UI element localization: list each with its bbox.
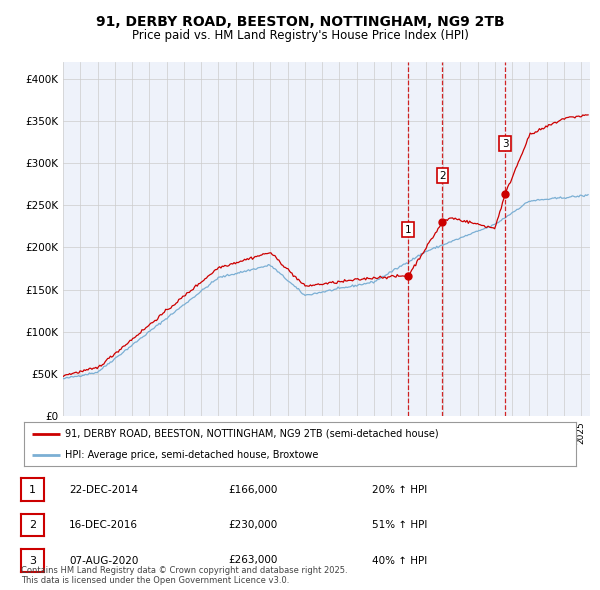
Text: £263,000: £263,000 <box>228 556 277 565</box>
Text: 40% ↑ HPI: 40% ↑ HPI <box>372 556 427 565</box>
Text: 3: 3 <box>502 139 508 149</box>
Text: 20% ↑ HPI: 20% ↑ HPI <box>372 485 427 494</box>
Text: 1: 1 <box>29 485 36 494</box>
Text: Price paid vs. HM Land Registry's House Price Index (HPI): Price paid vs. HM Land Registry's House … <box>131 30 469 42</box>
Text: Contains HM Land Registry data © Crown copyright and database right 2025.
This d: Contains HM Land Registry data © Crown c… <box>21 566 347 585</box>
Text: 2: 2 <box>439 171 446 181</box>
Text: 3: 3 <box>29 556 36 565</box>
Text: £166,000: £166,000 <box>228 485 277 494</box>
Text: HPI: Average price, semi-detached house, Broxtowe: HPI: Average price, semi-detached house,… <box>65 450 319 460</box>
Text: 51% ↑ HPI: 51% ↑ HPI <box>372 520 427 530</box>
Text: 16-DEC-2016: 16-DEC-2016 <box>69 520 138 530</box>
Text: 1: 1 <box>404 225 411 235</box>
Text: 91, DERBY ROAD, BEESTON, NOTTINGHAM, NG9 2TB: 91, DERBY ROAD, BEESTON, NOTTINGHAM, NG9… <box>95 15 505 30</box>
Text: 22-DEC-2014: 22-DEC-2014 <box>69 485 138 494</box>
Text: 2: 2 <box>29 520 36 530</box>
Text: 07-AUG-2020: 07-AUG-2020 <box>69 556 139 565</box>
Text: 91, DERBY ROAD, BEESTON, NOTTINGHAM, NG9 2TB (semi-detached house): 91, DERBY ROAD, BEESTON, NOTTINGHAM, NG9… <box>65 429 439 439</box>
Text: £230,000: £230,000 <box>228 520 277 530</box>
